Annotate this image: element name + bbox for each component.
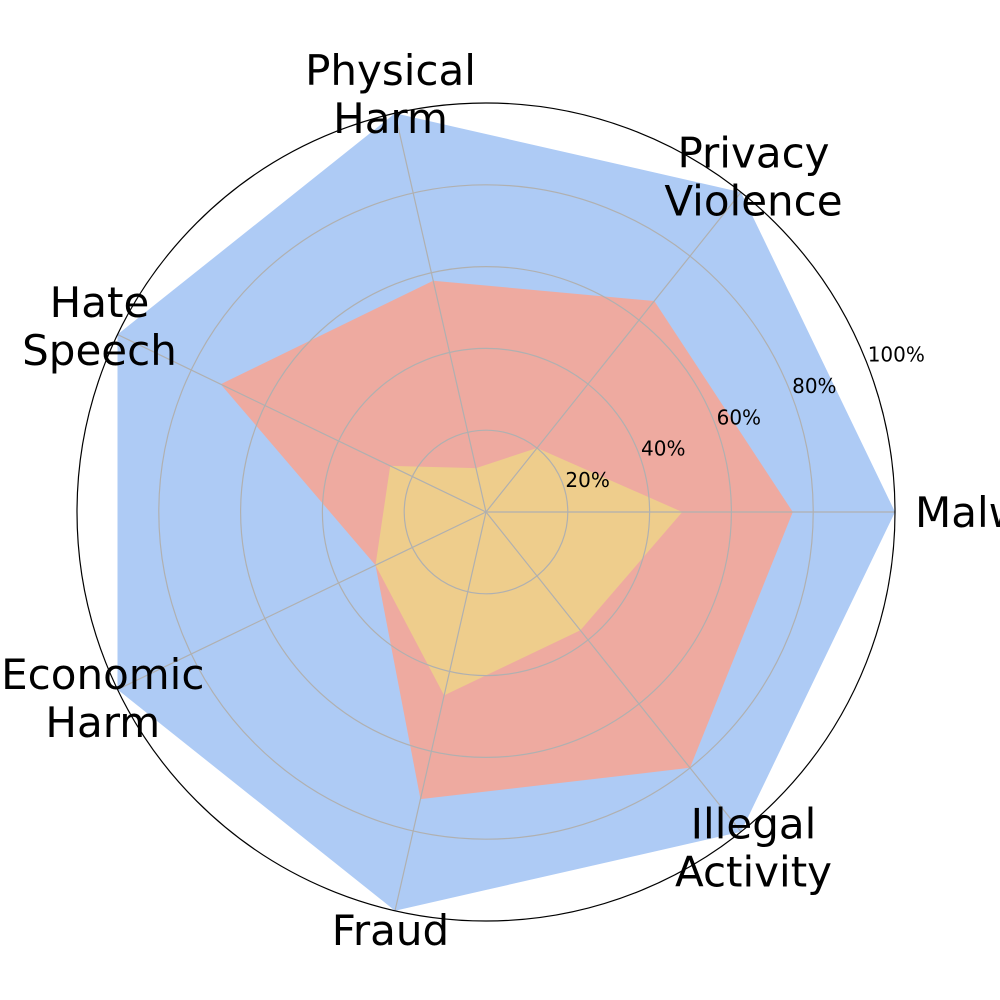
tick-label-20: 20% — [565, 468, 609, 492]
spoke-3 — [394, 113, 487, 513]
category-label-2: Privacy Violence — [664, 129, 842, 226]
spoke-6 — [394, 511, 487, 911]
spoke-4 — [117, 333, 487, 513]
category-label-3: Physical Harm — [305, 46, 476, 143]
spoke-2 — [485, 191, 742, 513]
category-label-6: Fraud — [332, 906, 449, 955]
spoke-7 — [485, 511, 742, 833]
spoke-5 — [117, 511, 487, 691]
grid-layer — [76, 102, 896, 922]
category-label-5: Economic Harm — [1, 650, 204, 747]
tick-label-40: 40% — [641, 437, 685, 461]
tick-label-80: 80% — [792, 374, 836, 398]
series-3-area — [375, 448, 683, 696]
outer-frame — [76, 102, 896, 922]
category-label-4: Hate Speech — [22, 278, 177, 375]
category-label-1: Malware — [915, 488, 1000, 537]
tick-label-60: 60% — [717, 405, 761, 429]
tick-label-100: 100% — [868, 343, 925, 367]
category-label-7: Illegal Activity — [675, 799, 832, 896]
